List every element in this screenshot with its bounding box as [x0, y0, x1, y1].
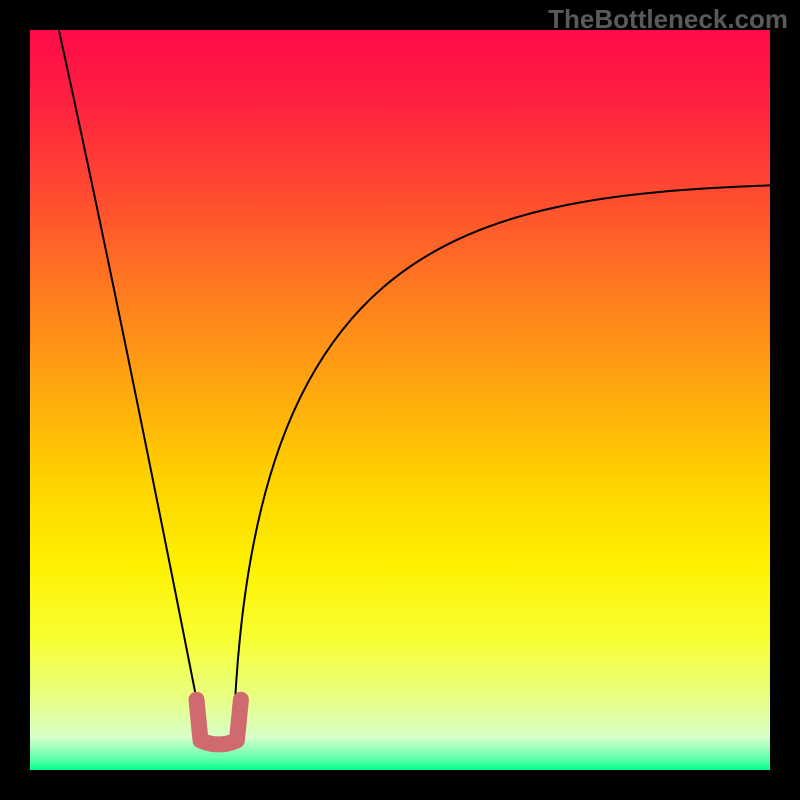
plot-background	[30, 30, 770, 770]
chart-container: TheBottleneck.com	[0, 0, 800, 800]
chart-svg	[0, 0, 800, 800]
watermark-label: TheBottleneck.com	[548, 4, 788, 35]
